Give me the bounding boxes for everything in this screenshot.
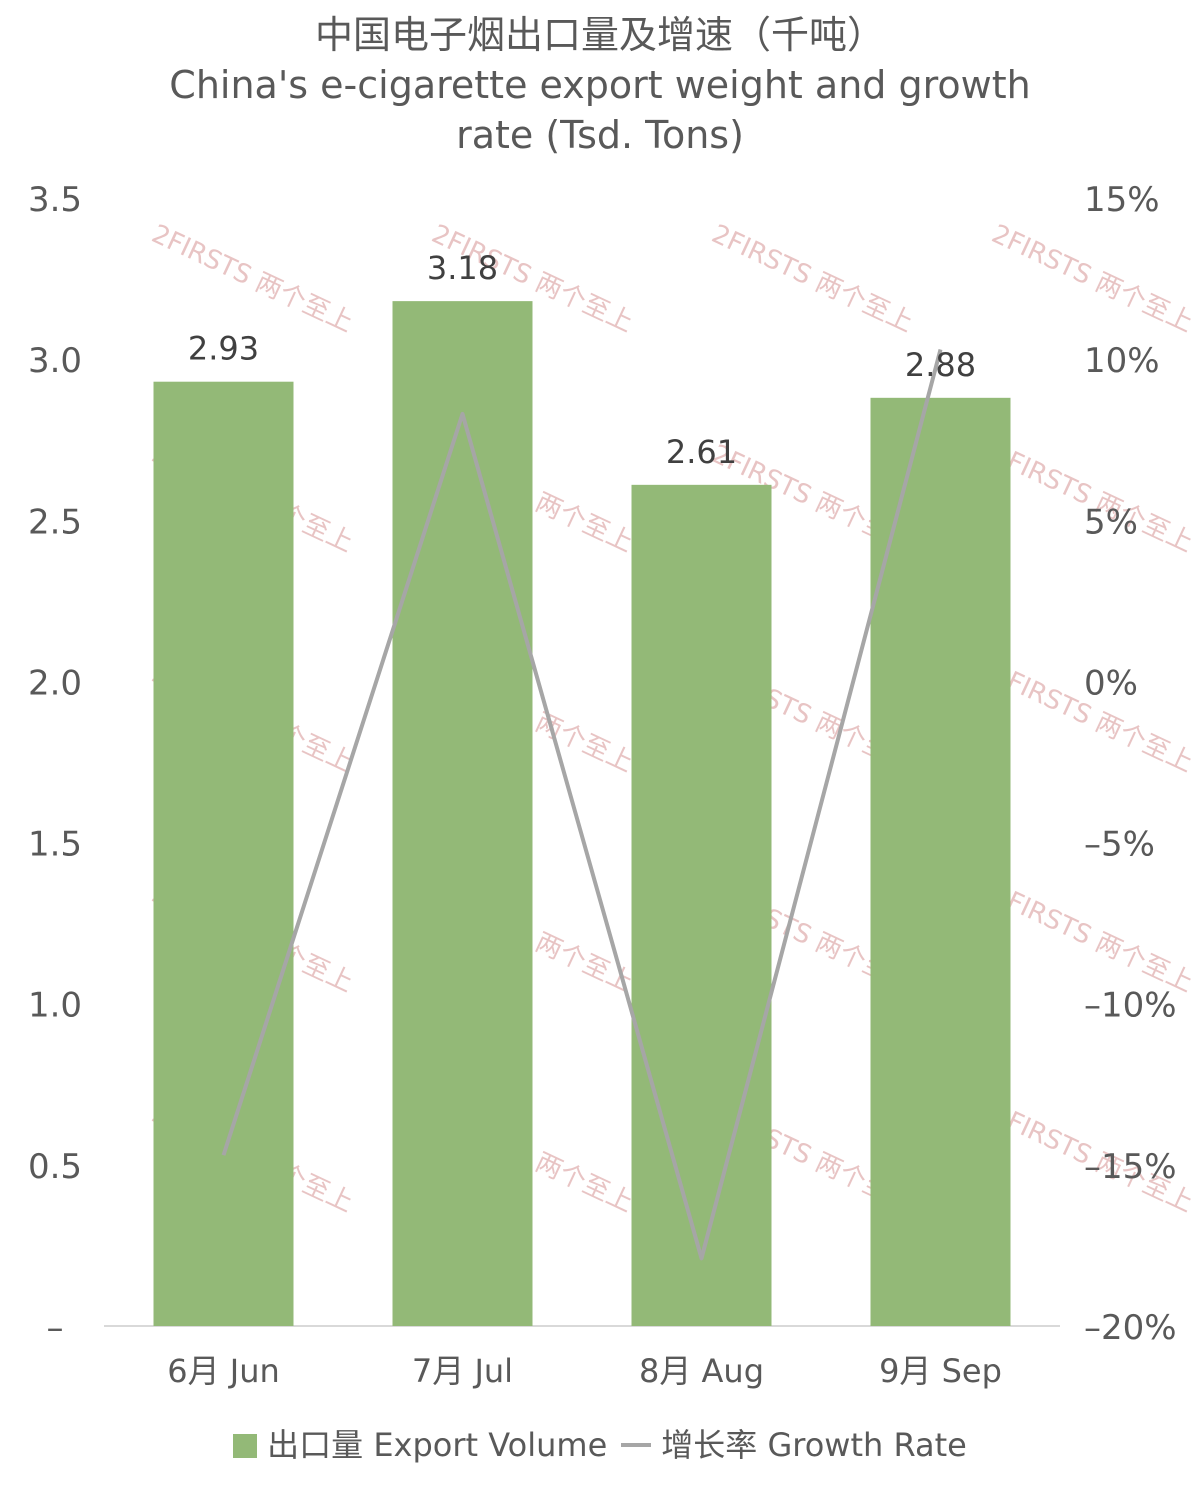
bar-label-1: 2.93	[188, 330, 259, 368]
y-right-tick-label: 10%	[1084, 341, 1160, 381]
x-tick-label: 6月 Jun	[167, 1352, 280, 1390]
bar-label-2: 3.18	[427, 249, 498, 287]
bar-1	[153, 381, 294, 1326]
y-left-tick-label: 1.0	[28, 986, 82, 1026]
y-left-tick-label: 1.5	[28, 825, 82, 865]
bar-3	[631, 484, 772, 1326]
bar-label-3: 2.61	[666, 433, 737, 471]
x-tick-label: 9月 Sep	[879, 1352, 1002, 1390]
plot-area: 2FIRSTS 两个至上 2FIRSTS 两个至上 2FIRSTS 两个至上 2FIR…	[28, 180, 1198, 1390]
watermark-text: 2FIRSTS 两个至上	[147, 219, 358, 338]
y-right-tick-label: –15%	[1084, 1147, 1177, 1187]
x-tick-label: 7月 Jul	[412, 1352, 513, 1390]
y-left-tick-label: –	[47, 1308, 64, 1348]
watermark-text: 2FIRSTS 两个至上	[707, 219, 918, 338]
y-right-tick-label: 15%	[1084, 180, 1160, 220]
legend-line-label: 增长率 Growth Rate	[661, 1426, 967, 1464]
legend-bar-label: 出口量 Export Volume	[267, 1426, 608, 1464]
y-right-tick-label: 0%	[1084, 663, 1138, 703]
bar-2	[392, 301, 533, 1326]
x-tick-label: 8月 Aug	[639, 1352, 764, 1390]
y-left-tick-label: 3.5	[28, 180, 82, 220]
watermark-text: 2FIRSTS 两个至上	[987, 219, 1198, 338]
y-right-tick-label: 5%	[1084, 502, 1138, 542]
legend: 出口量 Export Volume 增长率 Growth Rate	[0, 1420, 1200, 1466]
y-left-tick-label: 0.5	[28, 1147, 82, 1187]
y-left-tick-label: 3.0	[28, 341, 82, 381]
y-left-tick-label: 2.5	[28, 502, 82, 542]
chart-title-en-line1: China's e-cigarette export weight and gr…	[169, 63, 1031, 107]
legend-bar-swatch	[233, 1434, 258, 1458]
y-right-tick-label: –10%	[1084, 986, 1177, 1026]
chart-title-en-line2: rate (Tsd. Tons)	[456, 113, 744, 157]
watermark-text: 2FIRSTS 两个至上	[987, 879, 1198, 998]
y-right-tick-label: –20%	[1084, 1308, 1177, 1348]
y-left-tick-label: 2.0	[28, 663, 82, 703]
bar-label-4: 2.88	[905, 346, 976, 384]
growth-rate-line	[221, 348, 943, 1261]
chart-title-zh: 中国电子烟出口量及增速（千吨）	[314, 13, 885, 57]
legend-line-swatch	[621, 1443, 652, 1447]
bar-4	[870, 397, 1011, 1326]
y-right-tick-label: –5%	[1084, 825, 1155, 865]
